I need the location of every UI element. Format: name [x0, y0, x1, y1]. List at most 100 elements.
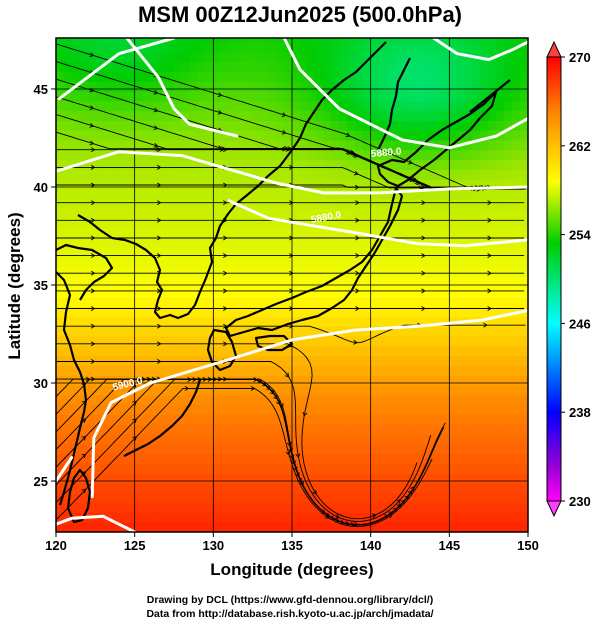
field-cell — [197, 149, 207, 161]
field-cell — [118, 482, 128, 494]
field-cell — [174, 110, 183, 121]
field-cell — [79, 365, 89, 376]
field-cell — [244, 61, 254, 72]
field-cell — [181, 502, 191, 513]
field-cell — [449, 110, 458, 121]
field-cell — [315, 198, 325, 210]
field-cell — [63, 247, 73, 259]
field-cell — [512, 404, 521, 415]
field-cell — [221, 100, 230, 112]
field-cell — [142, 296, 151, 308]
field-cell — [354, 198, 364, 210]
field-cell — [260, 81, 269, 92]
field-cell — [417, 335, 427, 347]
field-cell — [378, 453, 387, 464]
field-cell — [512, 345, 521, 357]
field-cell — [111, 71, 120, 82]
field-cell — [118, 100, 128, 112]
field-cell — [488, 267, 498, 278]
field-cell — [520, 345, 528, 357]
field-cell — [244, 277, 254, 288]
field-cell — [236, 512, 246, 523]
field-cell — [457, 130, 466, 141]
field-cell — [339, 71, 348, 82]
x-tick-label: 140 — [360, 538, 382, 553]
field-cell — [221, 473, 230, 484]
field-cell — [268, 188, 277, 200]
field-cell — [386, 492, 395, 504]
field-cell — [417, 61, 427, 72]
field-cell — [134, 424, 144, 435]
streamline — [56, 361, 432, 522]
field-cell — [441, 149, 450, 161]
field-cell — [174, 394, 183, 406]
field-cell — [142, 51, 151, 63]
field-cell — [268, 198, 277, 210]
field-cell — [260, 404, 269, 415]
field-cell — [512, 90, 521, 102]
field-cell — [244, 502, 254, 513]
field-cell — [181, 306, 191, 317]
field-cell — [299, 326, 309, 337]
field-cell — [441, 384, 450, 396]
field-cell — [339, 149, 348, 161]
field-cell — [386, 90, 395, 102]
field-cell — [449, 522, 458, 532]
field-cell — [339, 169, 348, 180]
field-cell — [331, 365, 340, 376]
field-cell — [402, 433, 411, 445]
field-cell — [378, 61, 387, 72]
field-cell — [276, 492, 285, 504]
field-cell — [244, 120, 254, 131]
field-cell — [520, 159, 528, 170]
field-cell — [142, 71, 151, 82]
field-cell — [307, 179, 317, 190]
field-cell — [433, 286, 443, 298]
field-cell — [362, 414, 372, 425]
field-cell — [323, 453, 332, 464]
field-cell — [205, 355, 214, 366]
field-cell — [166, 424, 175, 435]
field-cell — [441, 159, 450, 170]
contour-5900.0 — [90, 309, 528, 499]
field-cell — [496, 355, 505, 366]
field-cell — [284, 316, 293, 327]
field-cell — [150, 110, 159, 121]
field-cell — [236, 335, 246, 347]
field-cell — [189, 208, 199, 219]
field-cell — [71, 267, 81, 278]
field-cell — [166, 433, 175, 445]
field-cell — [244, 522, 254, 532]
field-cell — [354, 100, 364, 112]
field-cell — [252, 257, 262, 268]
field-cell — [197, 100, 207, 112]
field-cell — [315, 237, 325, 249]
field-cell — [189, 502, 199, 513]
field-cell — [386, 375, 395, 386]
field-cell — [134, 198, 144, 210]
field-cell — [323, 149, 332, 161]
field-cell — [174, 375, 183, 386]
field-cell — [229, 453, 238, 464]
field-cell — [472, 237, 482, 249]
field-cell — [370, 365, 380, 376]
field-cell — [465, 345, 474, 357]
field-cell — [103, 384, 112, 396]
field-cell — [496, 267, 505, 278]
field-cell — [386, 61, 395, 72]
field-cell — [410, 110, 419, 121]
field-cell — [496, 375, 505, 386]
field-cell — [457, 277, 466, 288]
field-cell — [158, 473, 167, 484]
field-cell — [378, 492, 387, 504]
field-cell — [189, 149, 199, 161]
field-cell — [87, 502, 96, 513]
field-cell — [118, 306, 128, 317]
field-cell — [103, 100, 112, 112]
field-cell — [370, 71, 380, 82]
field-cell — [142, 492, 151, 504]
field-cell — [378, 286, 387, 298]
field-cell — [378, 335, 387, 347]
field-cell — [95, 384, 104, 396]
field-cell — [347, 473, 356, 484]
